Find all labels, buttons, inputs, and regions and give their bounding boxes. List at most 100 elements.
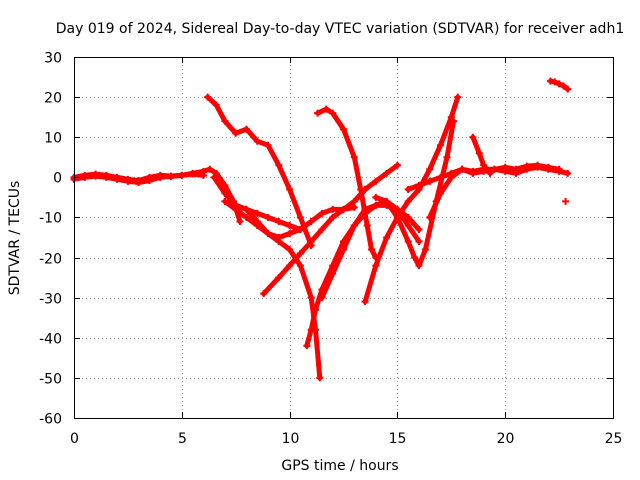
data-point [260, 290, 268, 298]
data-point [253, 137, 261, 145]
data-point [318, 209, 326, 217]
data-point [350, 197, 358, 205]
series-track-6 [232, 201, 324, 382]
data-point [316, 374, 324, 382]
data-point [383, 197, 391, 205]
data-point [275, 274, 283, 282]
data-point [512, 165, 520, 173]
data-point [486, 169, 494, 177]
data-point [329, 213, 337, 221]
data-point [426, 177, 434, 185]
series-track-2 [70, 170, 207, 187]
data-point [454, 93, 462, 101]
data-point [167, 173, 175, 181]
data-point [350, 221, 358, 229]
data-point [221, 189, 229, 197]
data-point [426, 213, 434, 221]
data-point [415, 238, 423, 246]
x-tick-label: 0 [70, 431, 79, 447]
data-point [221, 181, 229, 189]
data-point [92, 172, 100, 180]
series-track-9 [314, 105, 380, 262]
x-axis-label: GPS time / hours [281, 458, 398, 474]
data-point [426, 165, 434, 173]
data-point [562, 197, 570, 205]
series-track-7 [260, 161, 401, 298]
axis-ticks: 0 5 10 15 20 25 -60 -50 -40 -30 -20 -10 0 10 20 30 [39, 51, 622, 448]
data-point [212, 101, 220, 109]
data-point [236, 217, 244, 225]
x-tick-label: 5 [178, 431, 187, 447]
data-point [350, 203, 358, 211]
data-point [329, 270, 337, 278]
data-point [449, 117, 457, 125]
data-point [564, 169, 572, 177]
data-point [404, 221, 412, 229]
data-point [212, 169, 220, 177]
data-point [372, 201, 380, 209]
data-point [555, 165, 563, 173]
data-point [523, 162, 531, 170]
data-point [307, 238, 315, 246]
data-point [393, 161, 401, 169]
data-point [311, 306, 319, 314]
data-point [415, 181, 423, 189]
y-tick-label: -30 [39, 292, 62, 308]
data-point [307, 217, 315, 225]
y-tick-label: -10 [39, 211, 62, 227]
data-point [145, 177, 153, 185]
series-track-17 [562, 197, 570, 205]
data-point [275, 238, 283, 246]
data-point [318, 225, 326, 233]
data-point [415, 262, 423, 270]
data-point [411, 254, 419, 262]
data-point [564, 85, 572, 93]
data-point [286, 246, 294, 254]
data-point [199, 171, 207, 179]
data-point [393, 205, 401, 213]
data-point [242, 205, 250, 213]
data-point [368, 246, 376, 254]
data-point [242, 213, 250, 221]
data-point [469, 169, 477, 177]
series-trace [362, 94, 461, 305]
data-point [178, 171, 186, 179]
data-point [404, 185, 412, 193]
data-point [447, 173, 455, 181]
data-point [264, 229, 272, 237]
data-point [363, 221, 371, 229]
data-point [559, 82, 567, 90]
data-point [501, 163, 509, 171]
y-tick-label: -20 [39, 252, 62, 268]
series-track-15 [469, 133, 494, 177]
data-point [437, 189, 445, 197]
data-point [296, 213, 304, 221]
data-point [340, 246, 347, 254]
data-point [372, 177, 380, 185]
x-tick-label: 25 [605, 431, 623, 447]
data-point [135, 179, 143, 187]
x-tick-label: 15 [389, 431, 407, 447]
y-tick-label: 20 [44, 91, 62, 107]
data-point [340, 125, 347, 133]
y-axis-label: SDTVAR / TECUs [7, 181, 23, 296]
data-point [415, 225, 423, 233]
data-point [253, 217, 261, 225]
data-point [275, 161, 283, 169]
data-point [404, 238, 412, 246]
data-point [206, 165, 214, 173]
data-point [404, 213, 412, 221]
y-tick-label: -40 [39, 332, 62, 348]
data-point [329, 109, 337, 117]
data-point [357, 185, 365, 193]
data-point [264, 141, 272, 149]
y-tick-label: 0 [53, 171, 62, 187]
data-point [156, 173, 164, 181]
y-tick-label: 10 [44, 131, 62, 147]
data-point [447, 113, 455, 121]
data-layer [70, 77, 572, 382]
data-point [286, 229, 294, 237]
y-tick-label: 30 [44, 51, 62, 67]
data-point [555, 80, 563, 88]
